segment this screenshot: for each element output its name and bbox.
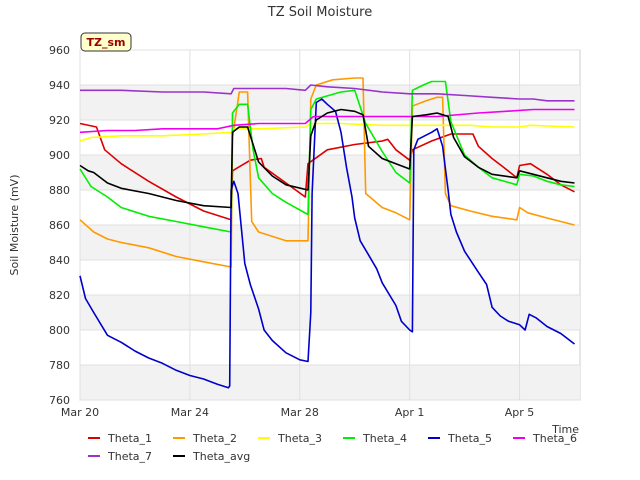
y-tick-label: 840: [49, 254, 70, 267]
site-badge-label: TZ_sm: [87, 36, 126, 49]
legend-item-theta-4: Theta_4: [343, 432, 407, 445]
y-tick-label: 960: [49, 44, 70, 57]
x-tick-label: Mar 28: [281, 406, 319, 419]
grid-band: [80, 155, 580, 190]
series-line-theta-3: [79, 122, 575, 142]
legend-item-theta-6: Theta_6: [513, 432, 577, 445]
grid-band: [80, 225, 580, 260]
legend: Theta_1 Theta_2 Theta_3 Theta_4 Theta_5 Theta…: [88, 432, 577, 463]
legend-item-theta-7: Theta_7: [88, 450, 152, 463]
legend-item-theta-3: Theta_3: [258, 432, 322, 445]
series-line-theta-5: [79, 98, 575, 389]
series-layer: [79, 77, 575, 389]
legend-label: Theta_7: [107, 450, 152, 463]
series-line-theta-4: [79, 80, 575, 233]
x-tick-label: Apr 5: [505, 406, 535, 419]
series-line-theta-2: [79, 77, 575, 268]
y-tick-label: 780: [49, 359, 70, 372]
y-tick-label: 940: [49, 79, 70, 92]
legend-item-theta-1: Theta_1: [88, 432, 152, 445]
grid-band: [80, 365, 580, 400]
legend-label: Theta_avg: [192, 450, 250, 463]
x-axis-ticks: Mar 20 Mar 24 Mar 28 Apr 1 Apr 5: [61, 406, 534, 419]
y-tick-label: 760: [49, 394, 70, 407]
legend-label: Theta_3: [277, 432, 322, 445]
y-tick-label: 860: [49, 219, 70, 232]
y-tick-label: 820: [49, 289, 70, 302]
legend-item-theta-avg: Theta_avg: [173, 450, 250, 463]
series-line-theta-7: [80, 84, 575, 102]
legend-label: Theta_4: [362, 432, 407, 445]
x-tick-label: Mar 20: [61, 406, 99, 419]
y-axis-ticks: 760 780 800 820 840 860 880 900 920 940 960: [49, 44, 70, 407]
y-tick-label: 880: [49, 184, 70, 197]
x-tick-label: Apr 1: [395, 406, 425, 419]
grid-band: [80, 295, 580, 330]
grid-bands: [80, 85, 580, 400]
site-badge: TZ_sm: [80, 32, 132, 52]
x-axis-label: Time: [551, 423, 579, 436]
y-tick-label: 800: [49, 324, 70, 337]
x-tick-label: Mar 24: [171, 406, 209, 419]
legend-label: Theta_6: [532, 432, 577, 445]
series-line-theta-6: [79, 108, 575, 134]
legend-label: Theta_1: [107, 432, 152, 445]
y-axis-label: Soil Moisture (mV): [8, 175, 21, 276]
y-tick-label: 900: [49, 149, 70, 162]
legend-label: Theta_5: [447, 432, 492, 445]
grid-band: [80, 85, 580, 120]
y-tick-label: 920: [49, 114, 70, 127]
gridlines: [79, 49, 580, 401]
legend-item-theta-5: Theta_5: [428, 432, 492, 445]
legend-label: Theta_2: [192, 432, 237, 445]
chart-title: TZ Soil Moisture: [267, 5, 373, 20]
legend-item-theta-2: Theta_2: [173, 432, 237, 445]
series-line-theta-avg: [79, 108, 575, 209]
